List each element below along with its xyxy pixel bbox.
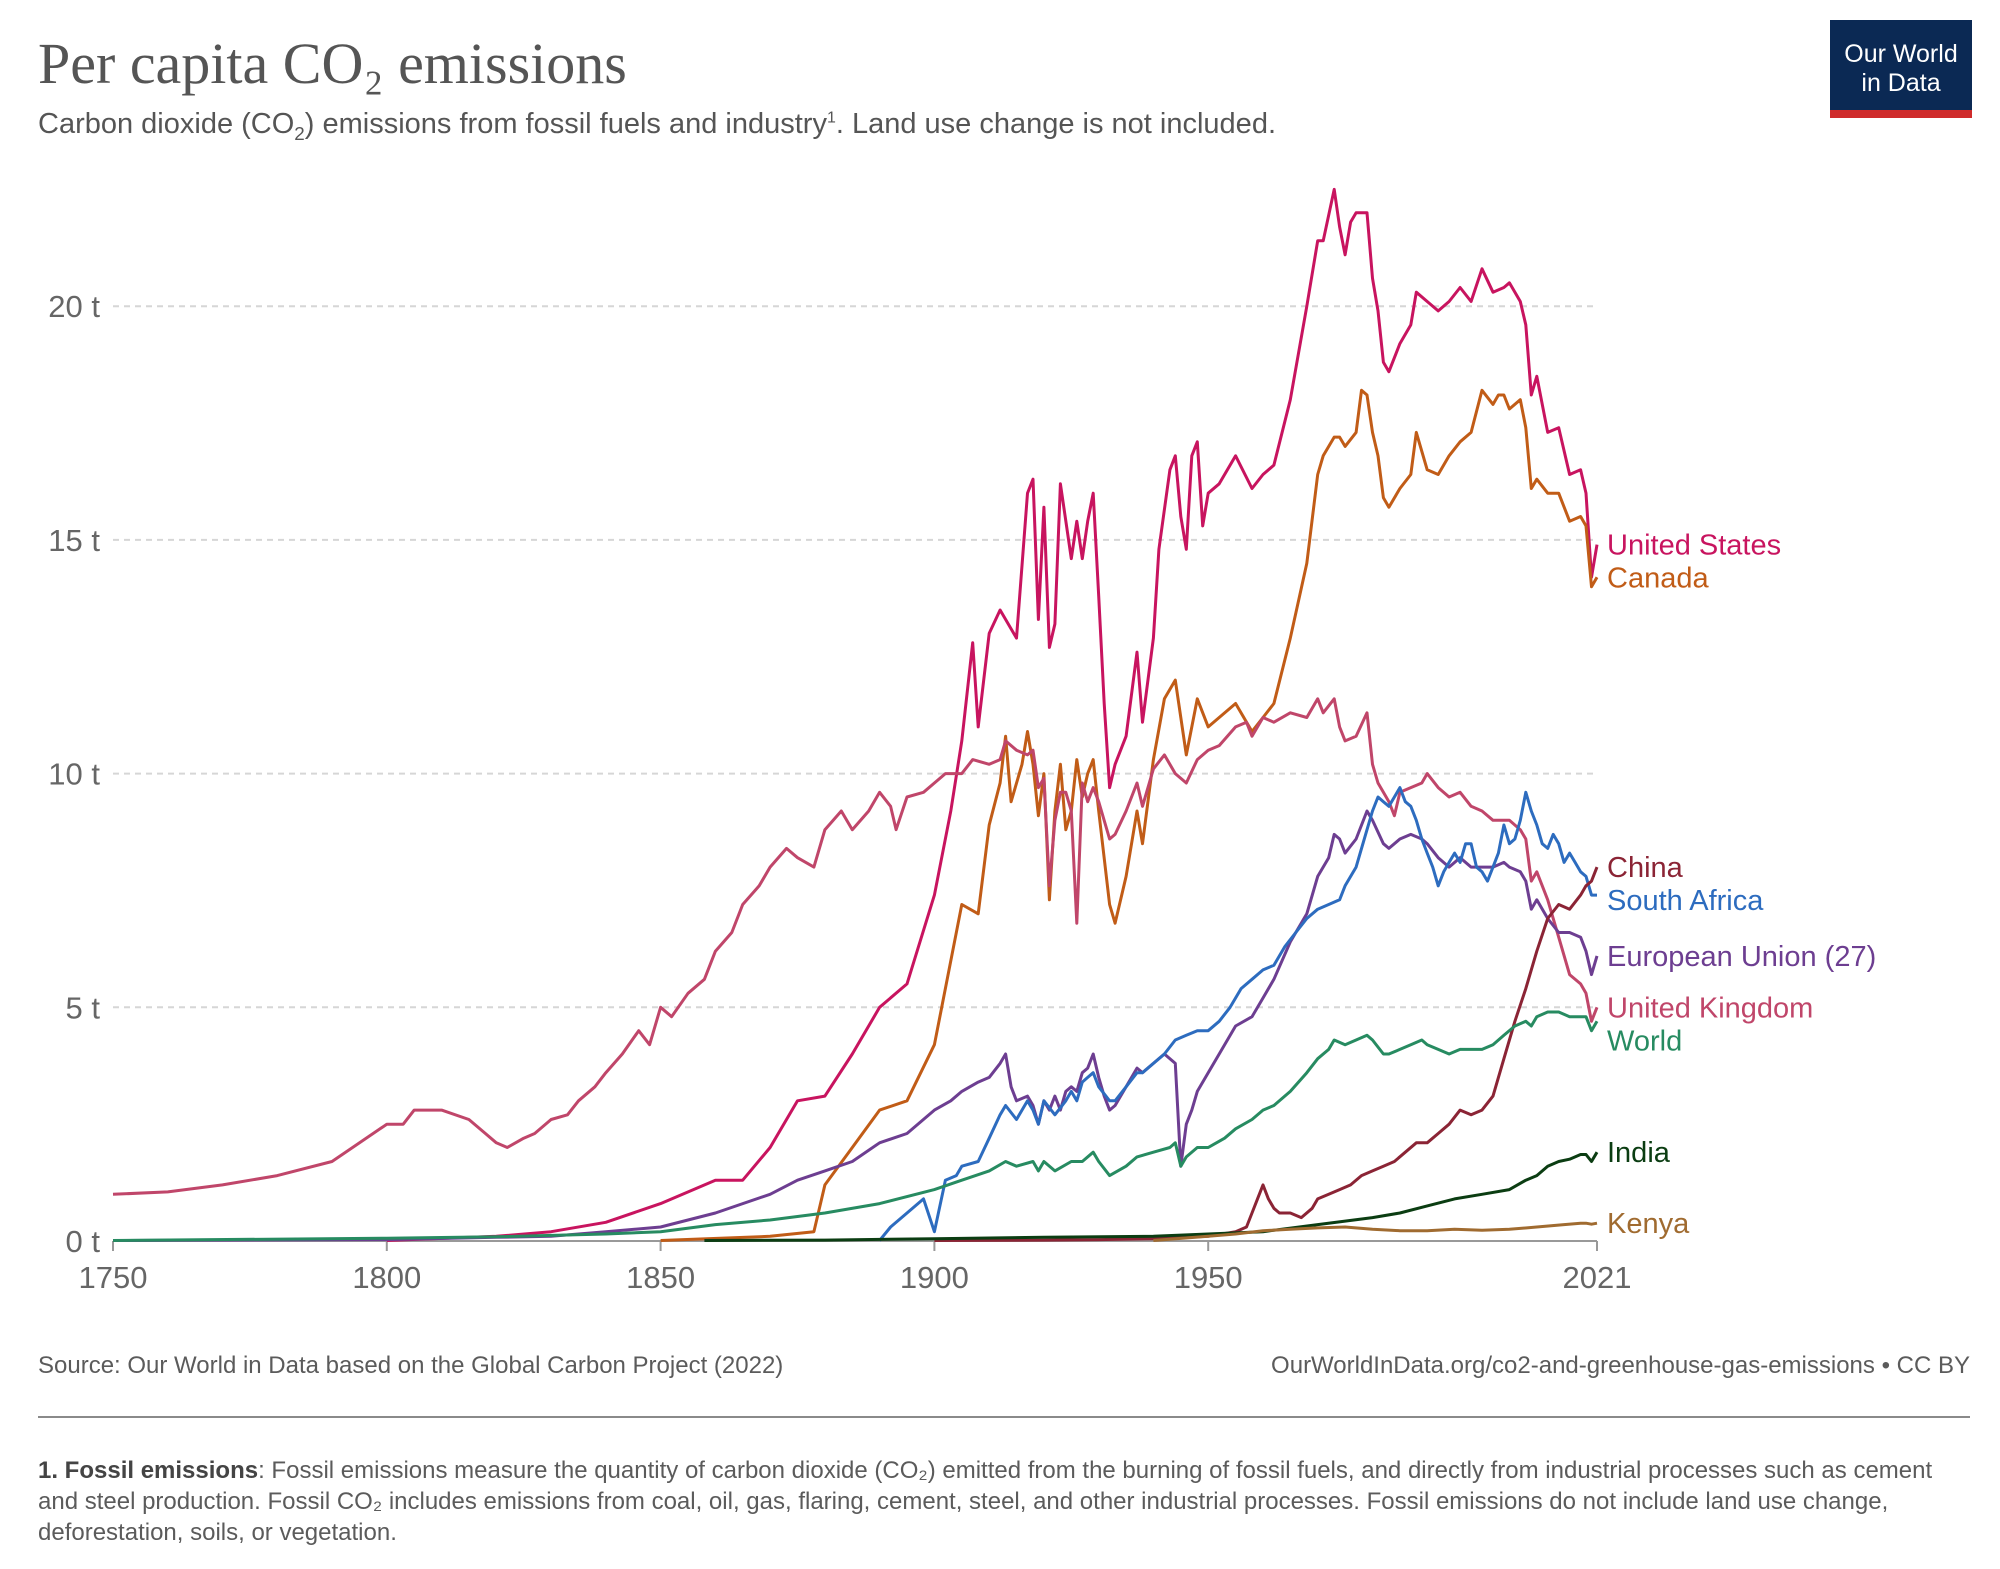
chart-subtitle: Carbon dioxide (CO2) emissions from foss… — [38, 108, 1276, 144]
series-end-label: Canada — [1607, 563, 1709, 595]
footnote-label: 1. Fossil emissions — [38, 1457, 259, 1484]
series-line — [660, 388, 1599, 1242]
series-line — [112, 809, 1599, 1242]
logo-line-2: in Data — [1861, 69, 1941, 97]
series-line — [112, 697, 1599, 1196]
series-line — [112, 1010, 1599, 1242]
x-tick-label: 1750 — [79, 1260, 148, 1295]
line-chart: 0 t 5 t 10 t 15 t 20 t 1750 1800 1850 1900 1950 20… — [48, 187, 1876, 1295]
footer-divider — [38, 1416, 1970, 1418]
series-line — [386, 187, 1599, 1242]
x-tick-label: 1950 — [1174, 1260, 1243, 1295]
series-end-label: South Africa — [1607, 885, 1764, 917]
source-note: Source: Our World in Data based on the G… — [38, 1352, 784, 1379]
series-line — [704, 1151, 1599, 1242]
series-end-label: Kenya — [1607, 1208, 1690, 1240]
series-line — [878, 786, 1597, 1242]
series-end-label: United Kingdom — [1607, 992, 1813, 1024]
x-tick-label: 1850 — [626, 1260, 695, 1295]
series-end-label: European Union (27) — [1607, 941, 1876, 973]
chart-title: Per capita CO₂ emissions — [38, 31, 627, 96]
owid-logo[interactable]: Our World in Data — [1830, 20, 1972, 118]
series-end-label: China — [1607, 852, 1684, 884]
y-tick-label: 0 t — [66, 1224, 101, 1259]
y-tick-label: 10 t — [48, 757, 100, 792]
source-url-link[interactable]: OurWorldInData.org/co2-and-greenhouse-ga… — [1271, 1352, 1970, 1379]
logo-line-1: Our World — [1844, 40, 1958, 68]
series-line — [1153, 1221, 1598, 1242]
footnote: 1. Fossil emissions: Fossil emissions me… — [38, 1455, 1968, 1548]
series-line — [934, 866, 1599, 1242]
x-tick-label: 1900 — [900, 1260, 969, 1295]
series-end-label: India — [1607, 1137, 1671, 1169]
series-end-label: United States — [1607, 530, 1781, 562]
series-end-label: World — [1607, 1025, 1682, 1057]
x-tick-label: 2021 — [1563, 1260, 1632, 1295]
y-tick-label: 15 t — [48, 523, 100, 558]
y-tick-label: 20 t — [48, 289, 100, 324]
y-tick-label: 5 t — [66, 990, 101, 1025]
footnote-text: : Fossil emissions measure the quantity … — [38, 1457, 1933, 1546]
x-tick-label: 1800 — [352, 1260, 421, 1295]
